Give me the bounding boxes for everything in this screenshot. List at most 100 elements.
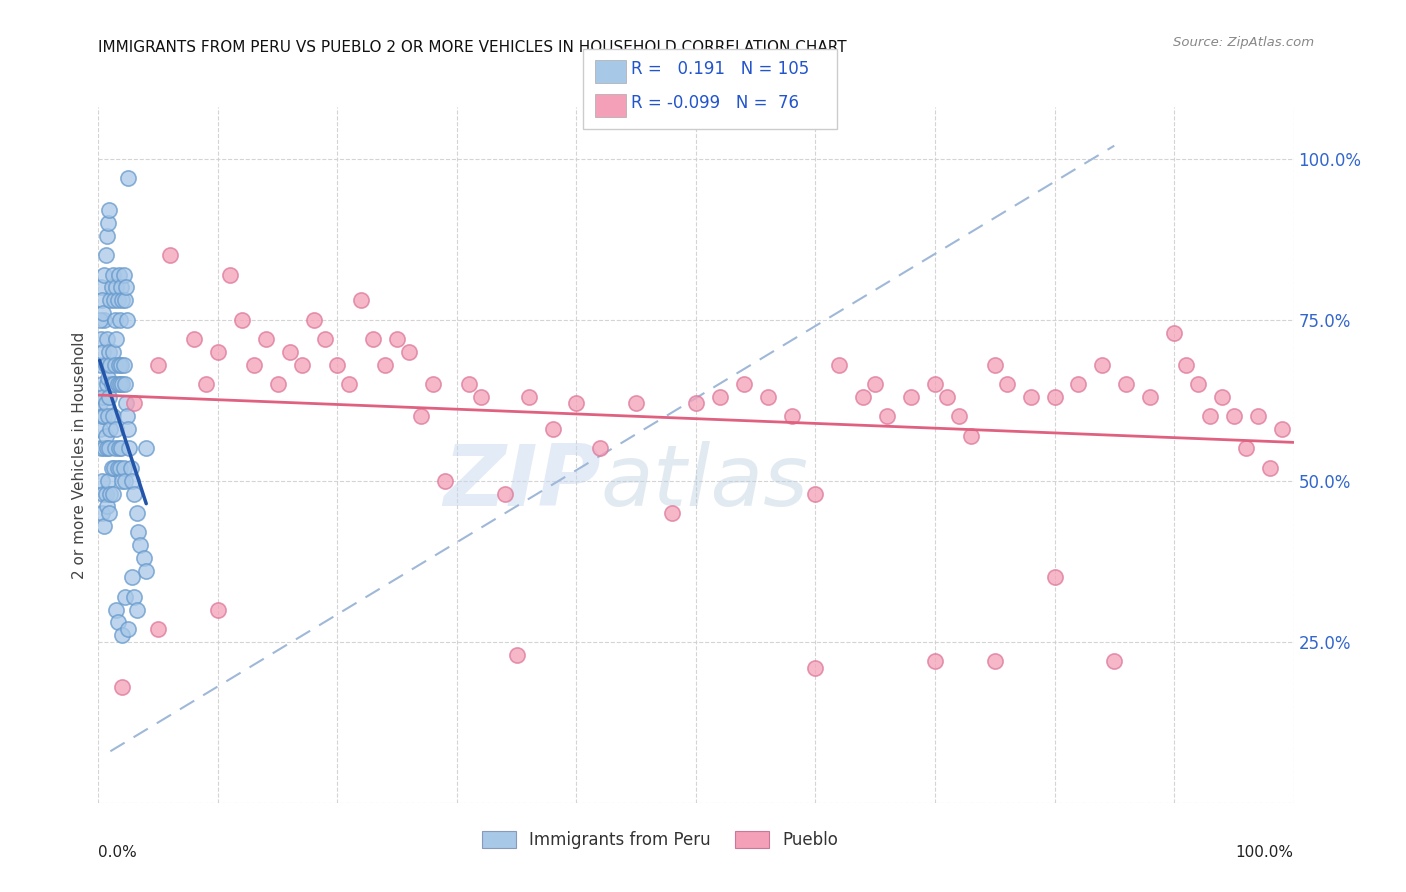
Point [89,396,111,410]
Point [110,280,132,294]
Text: R = -0.099   N =  76: R = -0.099 N = 76 [631,94,799,112]
Point [363,332,385,346]
Point [91,293,114,308]
Point [101,409,124,424]
Point [107,377,129,392]
Point [1187,377,1209,392]
Point [101,344,124,359]
Point [685,396,707,410]
Point [90,358,112,372]
Point [89,422,111,436]
Legend: Immigrants from Peru, Pueblo: Immigrants from Peru, Pueblo [474,822,846,857]
Point [98,344,121,359]
Point [98,422,122,436]
Point [112,460,135,475]
Point [117,422,139,436]
Point [89,312,111,326]
Point [111,680,134,694]
Point [114,590,136,604]
Point [97,370,120,384]
Point [111,293,134,308]
Point [103,460,125,475]
Point [1163,326,1185,340]
Point [924,654,946,668]
Point [91,506,114,520]
Point [506,648,529,662]
Point [385,332,409,346]
Point [828,358,851,372]
Point [936,390,959,404]
Point [1247,409,1270,424]
Point [94,358,117,372]
Point [1271,422,1294,436]
Point [339,377,361,392]
Point [93,518,115,533]
Point [565,396,588,410]
Point [94,248,117,262]
Point [111,474,134,488]
Point [267,377,290,392]
Point [100,377,122,392]
Point [108,312,131,326]
Point [93,312,115,326]
Point [98,506,121,520]
Point [124,486,146,500]
Point [398,344,420,359]
Point [494,486,516,500]
Point [114,474,136,488]
Text: 0.0%: 0.0% [98,845,138,860]
Point [278,344,301,359]
Point [458,377,481,392]
Point [98,203,121,218]
Point [984,654,1007,668]
Point [124,396,146,410]
Point [107,460,129,475]
Point [626,396,648,410]
Point [96,332,118,346]
Point [115,409,138,424]
Point [104,312,127,326]
Point [108,377,131,392]
Point [112,358,135,372]
Point [1199,409,1222,424]
Point [112,268,135,282]
Point [105,280,128,294]
Point [434,474,457,488]
Point [1258,460,1281,475]
Point [108,460,131,475]
Point [94,428,117,442]
Point [1067,377,1090,392]
Point [105,332,128,346]
Point [350,293,373,308]
Point [121,474,143,488]
Point [100,280,122,294]
Point [118,442,141,456]
Y-axis label: 2 or more Vehicles in Household: 2 or more Vehicles in Household [72,331,87,579]
Point [115,312,138,326]
Point [661,506,683,520]
Point [117,170,139,185]
Point [91,377,114,392]
Point [98,486,122,500]
Point [107,293,129,308]
Point [114,293,136,308]
Point [1234,442,1257,456]
Point [1043,570,1066,584]
Point [103,377,125,392]
Point [195,377,218,392]
Point [90,442,112,456]
Text: IMMIGRANTS FROM PERU VS PUEBLO 2 OR MORE VEHICLES IN HOUSEHOLD CORRELATION CHART: IMMIGRANTS FROM PERU VS PUEBLO 2 OR MORE… [98,40,846,55]
Point [900,390,922,404]
Point [148,358,170,372]
Point [111,628,134,642]
Point [374,358,396,372]
Point [589,442,612,456]
Point [110,358,132,372]
Point [129,538,152,552]
Point [103,293,125,308]
Point [98,293,122,308]
Point [91,390,114,404]
Point [104,358,127,372]
Point [91,474,114,488]
Point [709,390,731,404]
